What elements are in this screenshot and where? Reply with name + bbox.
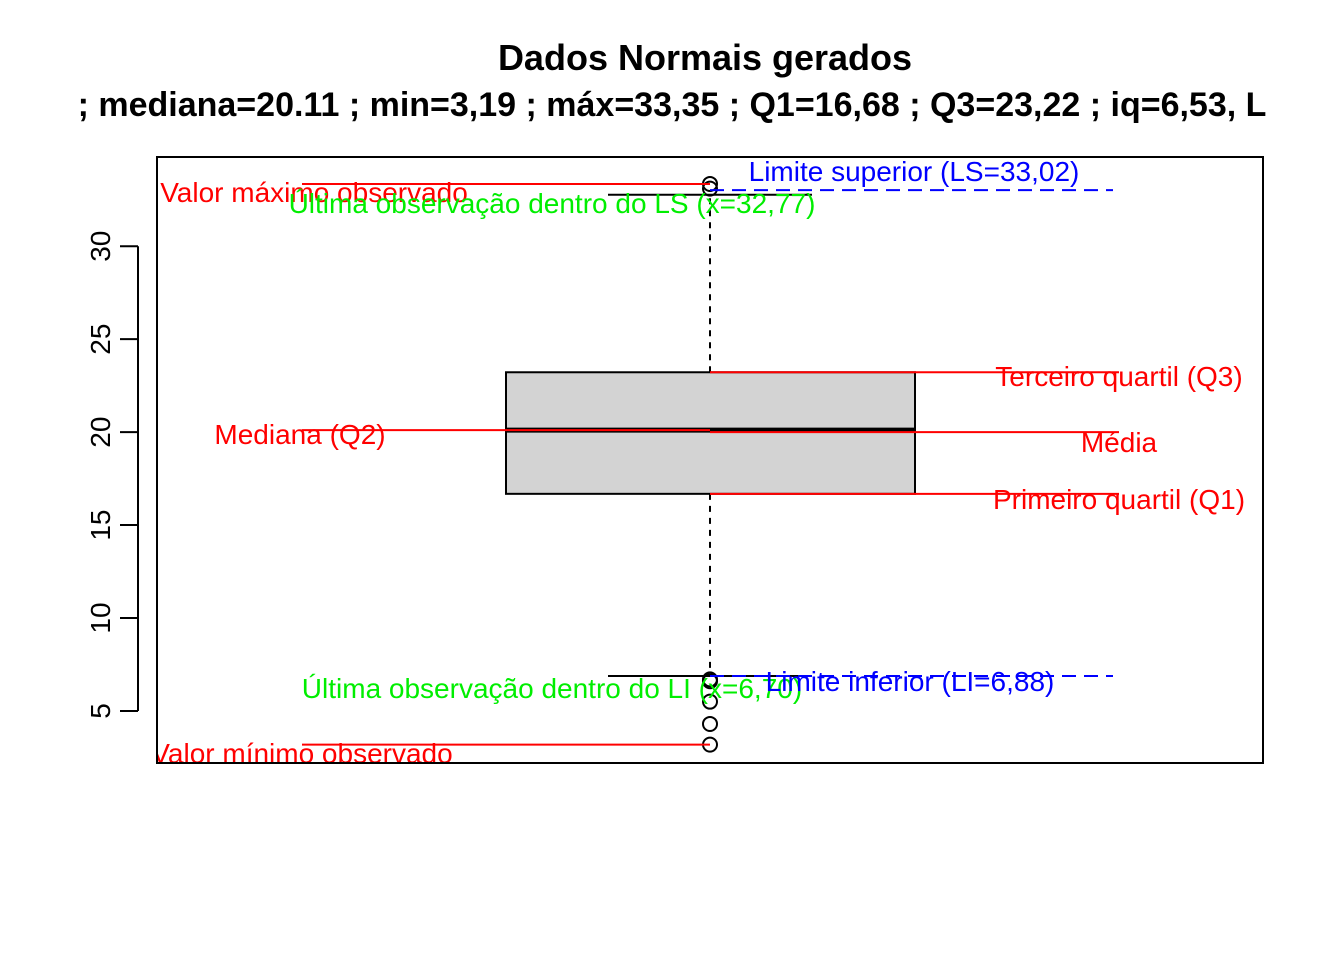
y-tick-label: 10 bbox=[85, 602, 116, 633]
y-tick-label: 30 bbox=[85, 231, 116, 262]
q3-label: Terceiro quartil (Q3) bbox=[995, 361, 1242, 392]
y-axis: 5 10 15 20 25 30 bbox=[85, 231, 139, 719]
y-tick-label: 5 bbox=[85, 703, 116, 719]
outlier-point bbox=[702, 180, 718, 197]
y-tick-label: 25 bbox=[85, 324, 116, 355]
mean-label: Média bbox=[1081, 427, 1158, 458]
li-label: Limite inferior (LI=6,88) bbox=[766, 666, 1055, 697]
last-ls-label: Última observação dentro do LS (x=32,77) bbox=[289, 188, 816, 219]
y-tick-label: 20 bbox=[85, 417, 116, 448]
min-label: Valor mínimo observado bbox=[151, 738, 452, 769]
plot-frame bbox=[156, 156, 1264, 764]
ls-label: Limite superior (LS=33,02) bbox=[749, 156, 1080, 187]
outlier-point bbox=[702, 671, 718, 688]
chart-subtitle: ; mediana=20.11 ; min=3,19 ; máx=33,35 ;… bbox=[78, 86, 1267, 124]
box-group bbox=[505, 193, 916, 678]
q1-label: Primeiro quartil (Q1) bbox=[993, 484, 1245, 515]
chart-title: Dados Normais gerados bbox=[498, 37, 912, 78]
median-label: Mediana (Q2) bbox=[214, 419, 385, 450]
max-label: Valor máximo observado bbox=[160, 177, 468, 208]
outlier-point bbox=[702, 715, 718, 732]
y-tick-label: 15 bbox=[85, 509, 116, 540]
outlier-point bbox=[702, 693, 718, 710]
last-li-label: Última observação dentro do LI (x=6,70) bbox=[302, 673, 802, 704]
